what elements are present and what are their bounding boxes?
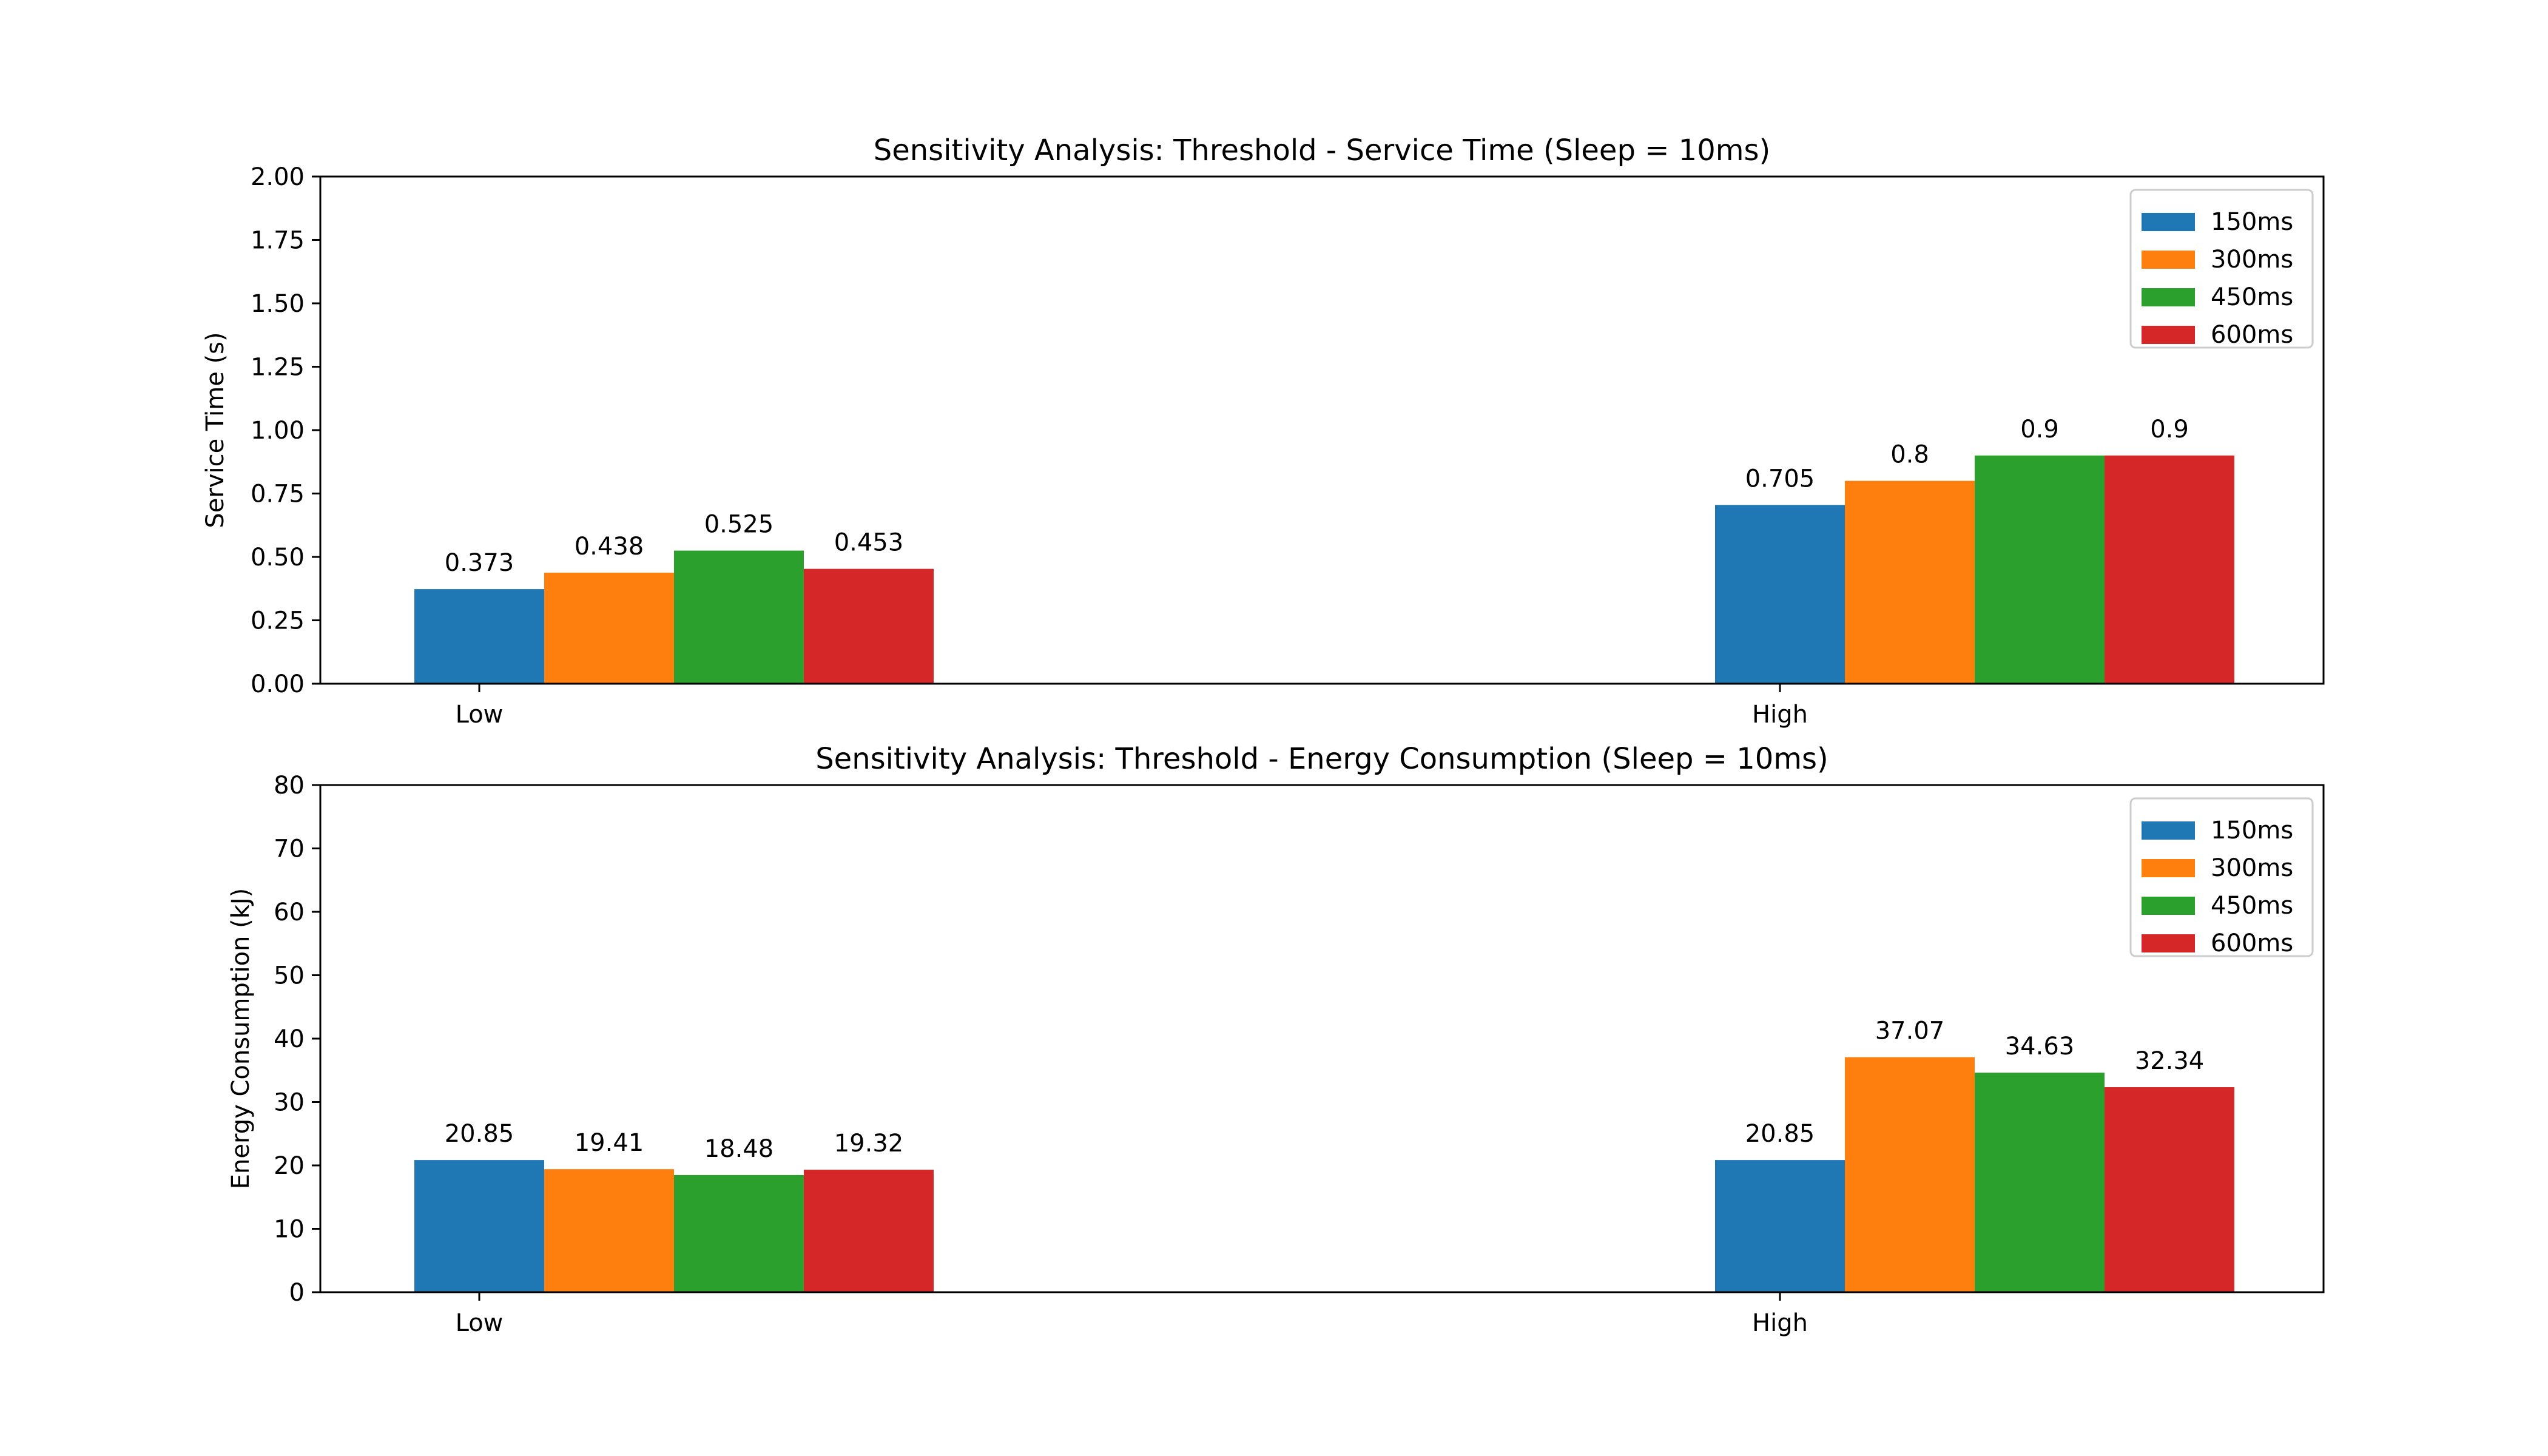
bar-value-labels: 0.373 0.705 0.438 0.8 0.525 0.9 0.453 0.9 [445,416,2189,577]
legend-swatch [2142,934,2195,952]
y-tick-label: 1.00 [251,417,305,445]
legend-swatch [2142,326,2195,344]
bar-value-label: 19.32 [834,1130,904,1158]
legend-swatch [2142,897,2195,915]
bar [804,568,934,684]
y-tick-label: 60 [274,898,305,926]
x-tick-label: High [1752,701,1808,729]
legend-swatch [2142,859,2195,877]
bar-value-label: 0.525 [704,511,774,539]
legend-swatch [2142,821,2195,840]
energy-consumption-chart: Sensitivity Analysis: Threshold - Energy… [227,742,2325,1337]
y-tick-label: 0 [289,1279,305,1307]
bar-value-label: 0.705 [1745,465,1815,493]
legend-label: 150ms [2211,817,2293,844]
bar-value-label: 0.373 [445,549,514,577]
bar [544,572,674,684]
y-axis-ticks: 0 10 20 30 40 50 60 70 80 [274,772,320,1307]
bar [544,1169,674,1292]
y-tick-label: 80 [274,772,305,800]
bars [414,455,2234,684]
bar-value-label: 37.07 [1875,1017,1945,1045]
bar [674,1175,804,1292]
legend-label: 150ms [2211,208,2293,236]
legend: 150ms 300ms 450ms 600ms [2129,797,2314,957]
bar-value-labels: 20.85 20.85 19.41 37.07 18.48 34.63 19.32 32.34 [445,1017,2205,1163]
bar-value-label: 0.9 [2020,416,2059,443]
legend-label: 300ms [2211,854,2293,882]
bar-value-label: 32.34 [2135,1047,2205,1075]
legend: 150ms 300ms 450ms 600ms [2129,189,2314,349]
legend-swatch [2142,251,2195,269]
bar [804,1170,934,1292]
bar-value-label: 18.48 [704,1135,774,1163]
bar [1715,505,1845,684]
bar [1975,1073,2105,1292]
plot-frame [319,784,2325,1293]
y-tick-label: 50 [274,962,305,990]
bar-value-label: 0.438 [575,533,644,561]
bar-value-label: 34.63 [2005,1033,2075,1060]
bar-value-label: 20.85 [445,1120,514,1148]
y-tick-label: 2.00 [251,163,305,191]
y-tick-label: 0.75 [251,480,305,508]
bar [2105,455,2234,684]
y-axis-label: Service Time (s) [201,332,229,528]
y-tick-label: 0.25 [251,607,305,635]
y-tick-label: 1.75 [251,227,305,255]
legend-label: 600ms [2211,321,2293,349]
y-axis-label: Energy Consumption (kJ) [227,888,255,1190]
legend-swatch [2142,213,2195,231]
service-time-chart: Sensitivity Analysis: Threshold - Servic… [201,133,2325,729]
y-tick-label: 10 [274,1216,305,1244]
bar [1845,480,1975,684]
bar [1845,1057,1975,1292]
y-tick-label: 0.00 [251,670,305,698]
bar [1975,455,2105,684]
plot-frame [319,175,2325,685]
legend-label: 450ms [2211,283,2293,311]
legend-label: 600ms [2211,929,2293,957]
bar-value-label: 0.453 [834,529,904,557]
bar [414,589,544,684]
y-axis-ticks: 0.00 0.25 0.50 0.75 1.00 1.25 1.50 1.75 2.00 [251,163,320,698]
x-axis-ticks: Low High [456,684,1808,729]
chart-title: Sensitivity Analysis: Threshold - Servic… [874,133,1770,167]
bar-value-label: 19.41 [575,1129,644,1157]
x-tick-label: Low [456,701,504,729]
x-tick-label: High [1752,1309,1808,1337]
chart-title: Sensitivity Analysis: Threshold - Energy… [815,742,1828,776]
bar-value-label: 20.85 [1745,1120,1815,1148]
y-tick-label: 0.50 [251,544,305,571]
bar-value-label: 0.9 [2150,416,2189,443]
x-axis-ticks: Low High [456,1292,1808,1337]
y-tick-label: 1.50 [251,290,305,318]
legend-label: 450ms [2211,892,2293,920]
bar [674,550,804,684]
y-tick-label: 40 [274,1025,305,1053]
bar [414,1160,544,1292]
y-tick-label: 20 [274,1152,305,1180]
legend-label: 300ms [2211,246,2293,274]
bar [1715,1160,1845,1292]
legend-swatch [2142,288,2195,306]
bar-value-label: 0.8 [1890,441,1929,469]
y-tick-label: 1.25 [251,354,305,382]
bar [2105,1087,2234,1292]
bars [414,1057,2234,1292]
x-tick-label: Low [456,1309,504,1337]
y-tick-label: 70 [274,835,305,863]
y-tick-label: 30 [274,1089,305,1117]
